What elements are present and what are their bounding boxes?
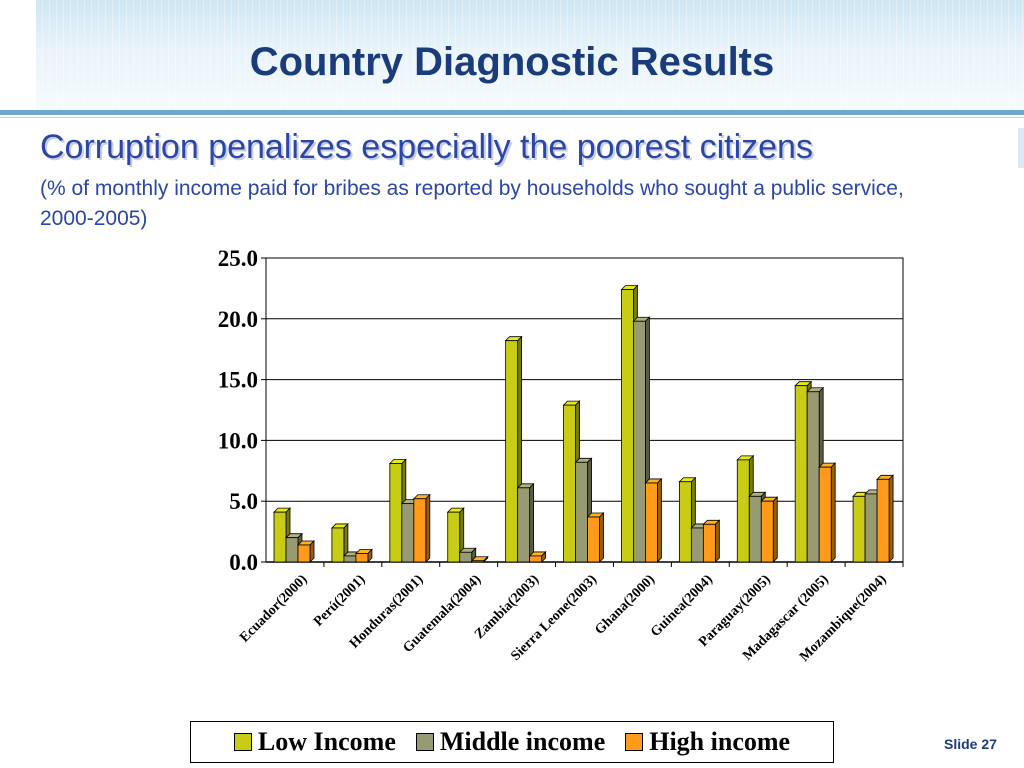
bar-middle [343,555,357,563]
bar-high-side [425,493,431,563]
right-decoration [1018,128,1024,168]
chart-note: (% of monthly income paid for bribes as … [40,177,904,230]
legend-swatch-middle [415,733,434,751]
legend-swatch-high [625,733,644,751]
y-tick-label: 15.0 [218,368,258,393]
bar-low [621,289,634,563]
bar-high [587,516,600,563]
slide-subtitle: Corruption penalizes especially the poor… [40,128,813,166]
bar-high [760,500,774,563]
bar-low [678,481,692,563]
bar-high [355,553,369,563]
bar-high [297,544,311,563]
bar-low [794,385,808,563]
legend-item-middle: Middle income [415,727,606,757]
legend-label-low: Low Income [257,727,396,756]
bar-low [505,340,519,563]
chart-legend: Low Income Middle income High income [190,721,834,763]
bar-low [331,527,345,563]
bar-high [702,523,716,563]
header-band [0,0,1024,110]
bar-middle [517,487,531,563]
bar-middle [633,320,646,563]
slide-number: Slide 27 [944,736,997,752]
bar-high [471,560,485,563]
y-tick-label: 5.0 [229,489,258,514]
bar-middle [806,391,820,563]
bar-low [389,463,403,563]
bar-chart: 0.0 5.0 10.0 15.0 20.0 25.0 Ecuador(2000) Perú(… [218,246,904,665]
bar-middle [285,537,299,563]
bar-low [736,459,750,563]
bar-high-side [599,512,604,563]
bar-low [563,404,576,563]
legend-item-low: Low Income [233,727,396,757]
x-tick-label: Perú(2001) [311,572,369,630]
legend-label-high: High income [649,727,791,756]
legend-item-high: High income [625,727,790,757]
bar-high [645,482,658,563]
y-tick-label: 10.0 [218,428,258,453]
bar-middle [459,551,473,563]
bar-low [273,511,287,563]
bar-middle-side [529,482,535,563]
header-left-strip [0,0,36,110]
bar-middle [690,527,704,563]
slide-title: Country Diagnostic Results [249,40,775,84]
bar-high [413,498,427,563]
bar-high-side [772,496,778,563]
title-rule [0,110,1024,115]
y-tick-label: 0.0 [229,550,258,575]
bar-high-side [657,477,662,563]
x-tick-label: Ecuador(2000) [237,572,311,646]
bar-low [852,495,866,563]
bar-high [818,466,832,563]
bar-high-side [830,462,836,563]
bar-middle [864,493,878,563]
bar-high-side [309,540,315,563]
y-tick-label: 20.0 [218,307,258,332]
bar-middle [575,461,588,563]
bar-high-side [714,519,720,563]
bar-high-side [888,474,894,563]
bar-high [529,555,543,563]
y-tick-label: 25.0 [218,246,258,271]
bar-middle [748,495,762,563]
bar-low [447,511,461,563]
bar-high [876,478,890,563]
legend-swatch-low [233,733,252,751]
legend-label-middle: Middle income [439,727,606,756]
title-rule-thin [0,117,1024,118]
bar-middle [401,503,415,563]
